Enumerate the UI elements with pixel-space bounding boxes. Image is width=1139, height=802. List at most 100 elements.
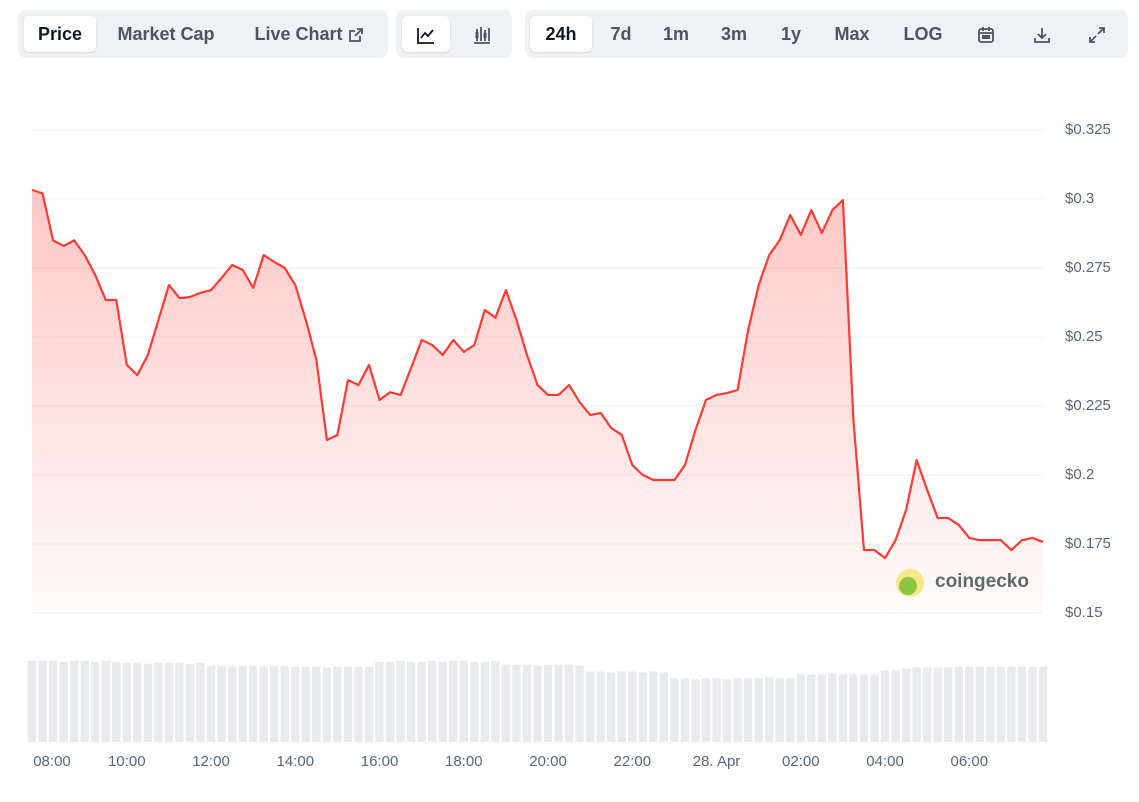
volume-bar	[301, 666, 311, 742]
volume-bar	[1028, 666, 1037, 742]
volume-bar	[522, 664, 532, 742]
chart-style-tabs	[396, 10, 512, 58]
volume-bar	[543, 664, 553, 742]
volume-bar	[333, 666, 342, 742]
view-tabs: Price Market Cap Live Chart	[18, 10, 388, 58]
volume-bar	[48, 660, 58, 742]
volume-bar	[470, 661, 479, 742]
volume-bar	[564, 664, 574, 742]
volume-bar	[101, 660, 110, 742]
calendar-icon	[978, 27, 994, 44]
volume-bar	[733, 678, 742, 742]
plot: 08:00 10:00 12:00 14:00 16:00 18:00 20:00 22:00…	[27, 188, 1048, 770]
volume-bar	[112, 661, 121, 742]
volume-bar	[143, 663, 153, 742]
line-icon	[417, 28, 434, 45]
calendar-button[interactable]	[965, 16, 1007, 52]
download-button[interactable]	[1021, 16, 1063, 52]
volume-bar	[680, 678, 690, 742]
volume-bar	[185, 663, 195, 742]
volume-bar	[701, 678, 711, 742]
volume-bar	[343, 666, 353, 742]
volume-bar	[27, 660, 37, 742]
volume-bar	[807, 674, 816, 742]
y-tick-label: $0.325	[1065, 121, 1111, 138]
range-3m[interactable]: 3m	[720, 24, 747, 44]
external-icon	[348, 28, 363, 43]
tab-market-cap[interactable]: Market Cap	[117, 24, 215, 44]
x-tick-label: 02:00	[782, 753, 820, 770]
volume-bar	[607, 672, 616, 742]
volume-bar	[933, 667, 942, 742]
log-toggle[interactable]: LOG	[903, 24, 943, 44]
expand-icon	[1089, 27, 1105, 44]
volume-bar	[838, 674, 848, 742]
x-tick-label: 10:00	[108, 753, 146, 770]
range-7d[interactable]: 7d	[610, 24, 632, 44]
fullscreen-button[interactable]	[1076, 16, 1118, 52]
range-1m[interactable]: 1m	[662, 24, 689, 44]
range-tabs: 24h 7d 1m 3m 1y Max LOG	[525, 10, 1128, 58]
volume-bar	[322, 667, 332, 742]
volume-bar	[122, 662, 131, 742]
x-tick-label: 12:00	[192, 753, 230, 770]
volume-bar	[206, 665, 216, 742]
volume-bar	[912, 667, 921, 742]
volume-bar	[1007, 666, 1016, 742]
volume-bar	[259, 666, 268, 742]
volume-bar	[922, 667, 932, 742]
volume-bar	[427, 660, 437, 742]
volume-bar	[406, 661, 416, 742]
watermark-text: coingecko	[935, 571, 1029, 592]
volume-bar	[691, 679, 700, 742]
x-tick-label: 20:00	[529, 753, 567, 770]
volume-bar	[512, 664, 521, 742]
volume-bar	[280, 665, 289, 742]
volume-bar	[438, 661, 447, 742]
watermark: coingecko	[896, 569, 1029, 597]
volume-bar	[828, 673, 837, 742]
volume-bar	[80, 660, 89, 742]
download-icon	[1034, 28, 1050, 44]
tab-price[interactable]: Price	[24, 16, 96, 52]
volume-bar	[417, 661, 426, 742]
volume-bar	[817, 674, 827, 742]
watermark-logo-inner	[899, 577, 917, 595]
candle-chart-button[interactable]	[458, 16, 506, 52]
line-chart-button[interactable]	[402, 16, 450, 52]
volume-bar	[133, 662, 142, 742]
volume-bar	[38, 660, 47, 742]
x-tick-label: 22:00	[614, 753, 652, 770]
x-tick-label: 14:00	[277, 753, 315, 770]
volume-bar	[596, 671, 605, 742]
y-tick-label: $0.3	[1065, 190, 1094, 207]
x-tick-label: 28. Apr	[693, 753, 741, 770]
volume-bar	[291, 666, 300, 742]
candle-icon	[474, 27, 490, 45]
volume-bar	[385, 661, 395, 742]
volume-bar	[880, 670, 890, 742]
volume-bar	[575, 665, 584, 742]
volume-bar	[459, 660, 468, 742]
range-24h[interactable]: 24h	[530, 16, 592, 52]
volume-bar	[617, 671, 626, 742]
volume-bar	[743, 678, 753, 742]
range-max[interactable]: Max	[834, 24, 870, 44]
volume-bar	[775, 678, 784, 742]
volume-bar	[954, 666, 963, 742]
volume-bar	[965, 666, 974, 742]
volume-bar	[796, 674, 805, 742]
y-tick-label: $0.275	[1065, 259, 1111, 276]
tab-live-chart-label: Live Chart	[254, 24, 343, 44]
volume-bar	[375, 661, 384, 742]
tab-live-chart[interactable]: Live Chart	[244, 16, 374, 52]
volume-bar	[1017, 666, 1027, 742]
volume-bar	[986, 666, 995, 742]
x-tick-label: 16:00	[361, 753, 399, 770]
range-1y[interactable]: 1y	[780, 24, 802, 44]
volume-bar	[196, 662, 205, 742]
volume-bar	[659, 672, 669, 742]
volume-bar	[870, 674, 879, 742]
